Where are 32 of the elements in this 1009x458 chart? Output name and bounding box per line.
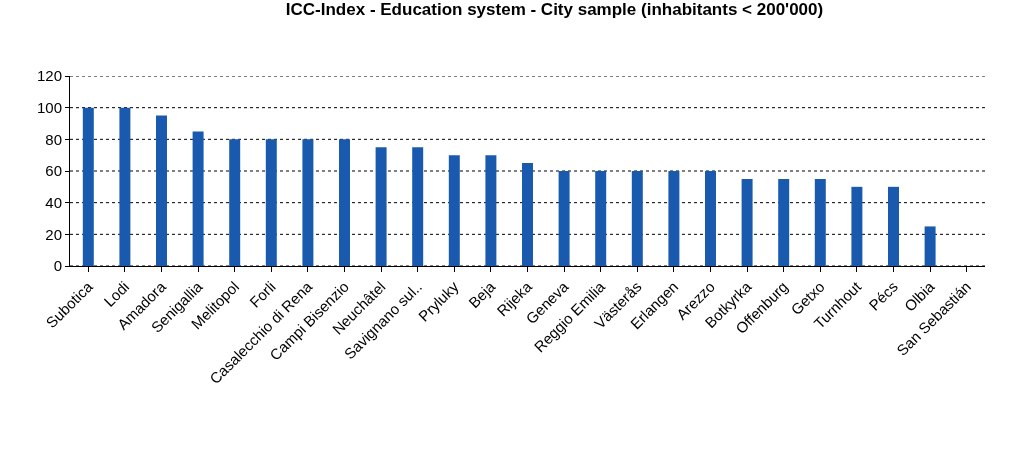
bar [668, 171, 680, 266]
bar [485, 155, 497, 266]
bar [82, 107, 94, 266]
y-tick-label: 0 [53, 257, 62, 275]
bar [851, 186, 863, 266]
bar [741, 178, 753, 266]
y-tick-label: 100 [36, 98, 62, 116]
chart-title: ICC-Index - Education system - City sample (inhabitants < 200'000) [285, 0, 824, 20]
bar [522, 163, 533, 266]
bar [631, 171, 643, 266]
bar [778, 178, 790, 266]
bar [265, 139, 277, 266]
bar [814, 178, 826, 266]
bar [412, 147, 424, 266]
bar [119, 107, 131, 266]
bar [229, 139, 241, 266]
bar [924, 226, 936, 266]
bar [192, 131, 204, 266]
bar [339, 139, 350, 266]
y-tick-label: 20 [45, 225, 62, 243]
bar [302, 139, 314, 266]
y-tick-label: 40 [45, 193, 62, 211]
bar [558, 171, 570, 266]
bar [595, 171, 607, 266]
bar [156, 115, 167, 266]
y-tick-label: 60 [45, 162, 62, 180]
y-tick-label: 80 [45, 130, 62, 148]
bar [888, 186, 899, 266]
bar [448, 155, 460, 266]
bar [375, 147, 387, 266]
bar [705, 171, 716, 266]
y-tick-label: 120 [36, 67, 62, 85]
